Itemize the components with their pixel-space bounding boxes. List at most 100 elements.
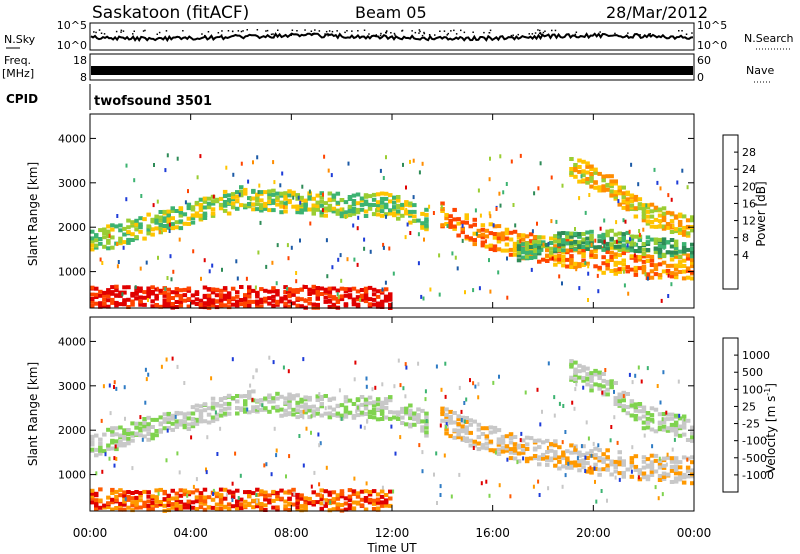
heatmap-cell bbox=[464, 439, 469, 443]
nsearch-dot bbox=[428, 34, 431, 36]
heatmap-cell bbox=[424, 430, 429, 435]
heatmap-cell bbox=[239, 298, 244, 302]
heatmap-cell bbox=[158, 415, 163, 420]
nsearch-dot bbox=[327, 34, 329, 37]
heatmap-cell bbox=[621, 408, 626, 413]
scatter-echo bbox=[653, 167, 656, 172]
heatmap-cell bbox=[226, 298, 232, 303]
heatmap-cell bbox=[243, 296, 248, 301]
heatmap-cell bbox=[416, 418, 421, 422]
heatmap-cell bbox=[637, 402, 643, 406]
heatmap-cell bbox=[472, 419, 477, 424]
heatmap-cell bbox=[367, 206, 373, 211]
heatmap-cell bbox=[202, 196, 208, 201]
scatter-echo bbox=[634, 373, 637, 378]
heatmap-cell bbox=[331, 209, 337, 214]
heatmap-cell bbox=[142, 504, 147, 509]
heatmap-cell bbox=[448, 224, 453, 229]
heatmap-cell bbox=[295, 288, 300, 292]
heatmap-cell bbox=[154, 488, 159, 493]
scatter-echo bbox=[542, 242, 545, 247]
heatmap-cell bbox=[90, 243, 95, 248]
heatmap-cell bbox=[690, 260, 695, 265]
scatter-echo bbox=[539, 422, 542, 427]
heatmap-cell bbox=[597, 456, 602, 460]
heatmap-cell bbox=[210, 287, 216, 292]
heatmap-cell bbox=[673, 250, 679, 255]
scatter-echo bbox=[176, 364, 179, 369]
heatmap-cell bbox=[569, 234, 574, 239]
heatmap-cell bbox=[130, 238, 135, 242]
heatmap-cell bbox=[122, 290, 127, 295]
heatmap-cell bbox=[681, 225, 687, 230]
heatmap-cell bbox=[641, 459, 647, 464]
scatter-echo bbox=[454, 255, 457, 260]
colorbar-frame bbox=[722, 337, 739, 493]
heatmap-cell bbox=[355, 207, 361, 212]
nsearch-dot bbox=[531, 33, 534, 35]
colorbar-tick-label: 28 bbox=[742, 146, 756, 159]
heatmap-cell bbox=[134, 218, 139, 223]
heatmap-cell bbox=[166, 216, 171, 221]
nsearch-dot bbox=[517, 33, 519, 36]
heatmap-cell bbox=[142, 417, 147, 421]
heatmap-cell bbox=[222, 203, 228, 208]
scatter-echo bbox=[168, 222, 171, 227]
heatmap-cell bbox=[174, 422, 180, 427]
heatmap-cell bbox=[613, 459, 618, 464]
heatmap-cell bbox=[669, 250, 675, 255]
heatmap-cell bbox=[524, 442, 530, 447]
heatmap-cell bbox=[279, 204, 284, 209]
heatmap-cell bbox=[339, 294, 345, 299]
heatmap-cell bbox=[476, 447, 482, 452]
heatmap-cell bbox=[287, 189, 292, 194]
heatmap-cell bbox=[367, 395, 373, 400]
scatter-echo bbox=[381, 287, 384, 292]
heatmap-cell bbox=[541, 257, 546, 262]
heatmap-cell bbox=[126, 490, 131, 494]
heatmap-cell bbox=[508, 432, 514, 437]
heatmap-cell bbox=[110, 227, 115, 232]
heatmap-cell bbox=[657, 237, 663, 242]
heatmap-cell bbox=[480, 426, 486, 431]
heatmap-cell bbox=[625, 207, 630, 212]
heatmap-cell bbox=[585, 376, 590, 381]
heatmap-cell bbox=[299, 504, 304, 509]
heatmap-cell bbox=[174, 410, 180, 415]
heatmap-cell bbox=[343, 293, 349, 298]
scatter-echo bbox=[102, 384, 105, 389]
scatter-echo bbox=[631, 445, 634, 450]
heatmap-cell bbox=[146, 292, 151, 296]
scatter-echo bbox=[660, 298, 663, 303]
scatter-echo bbox=[659, 400, 662, 405]
scatter-echo bbox=[450, 494, 453, 499]
scatter-echo bbox=[116, 214, 119, 218]
heatmap-cell bbox=[251, 389, 256, 394]
heatmap-cell bbox=[613, 190, 618, 195]
scatter-echo bbox=[310, 484, 313, 489]
heatmap-cell bbox=[287, 193, 292, 198]
heatmap-cell bbox=[351, 206, 357, 211]
heatmap-cell bbox=[613, 469, 618, 474]
heatmap-cell bbox=[319, 195, 324, 200]
heatmap-cell bbox=[625, 265, 630, 270]
scatter-echo bbox=[139, 266, 142, 271]
scatter-echo bbox=[145, 260, 148, 265]
heatmap-cell bbox=[375, 417, 381, 422]
heatmap-cell bbox=[641, 254, 647, 259]
nsearch-dot bbox=[394, 34, 396, 36]
heatmap-cell bbox=[685, 465, 691, 470]
heatmap-cell bbox=[464, 234, 469, 239]
heatmap-cell bbox=[408, 209, 413, 214]
heatmap-cell bbox=[275, 202, 280, 207]
heatmap-cell bbox=[577, 375, 582, 380]
heatmap-cell bbox=[230, 396, 236, 400]
heatmap-cell bbox=[613, 381, 618, 385]
heatmap-cell bbox=[222, 296, 228, 301]
scatter-echo bbox=[290, 245, 293, 250]
heatmap-cell bbox=[150, 304, 155, 309]
heatmap-cell bbox=[669, 416, 675, 421]
heatmap-cell bbox=[259, 206, 264, 210]
heatmap-cell bbox=[102, 432, 107, 437]
heatmap-cell bbox=[681, 269, 687, 274]
